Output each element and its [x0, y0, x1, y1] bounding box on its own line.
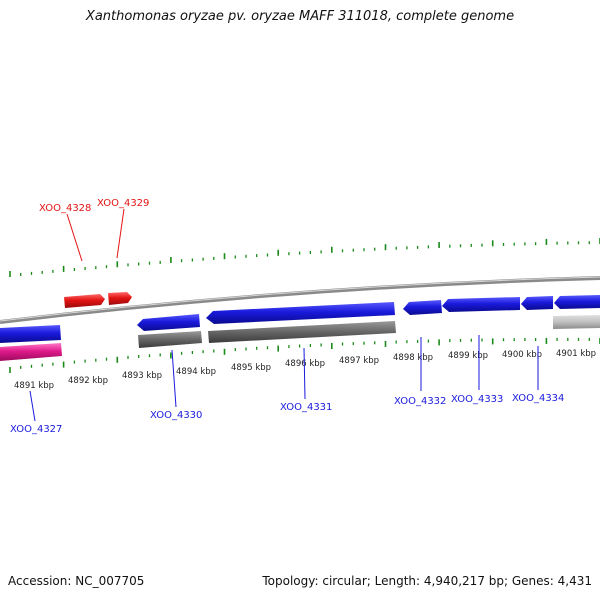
cds-bar-XOO_4330	[138, 331, 202, 348]
gene-XOO_4331[interactable]	[206, 302, 395, 324]
scale-label: 4894 kbp	[176, 367, 216, 377]
scale-label: 4901 kbp	[556, 349, 596, 359]
gene-XOO_4328[interactable]	[64, 294, 105, 308]
gene-XOO_4329[interactable]	[108, 292, 132, 305]
leader-line-XOO_4327	[29, 390, 36, 422]
genome-summary-text: Topology: circular; Length: 4,940,217 bp…	[262, 574, 592, 588]
leader-line-XOO_4331	[303, 347, 306, 400]
pseudo-bar	[553, 315, 600, 329]
cds-bar-XOO_4331	[208, 321, 396, 343]
scale-label: 4893 kbp	[122, 371, 162, 381]
scale-label: 4896 kbp	[285, 359, 325, 369]
reverse-gene-labels: XOO_4327 XOO_4330 XOO_4331 XOO_4332 XOO_…	[10, 335, 564, 435]
scale-label: 4899 kbp	[448, 351, 488, 361]
gene-XOO_4327[interactable]	[0, 325, 61, 343]
scale-label: 4898 kbp	[393, 353, 433, 363]
scale-label: 4900 kbp	[502, 350, 542, 360]
scale-label: 4892 kbp	[68, 376, 108, 386]
gene-label-XOO_4330[interactable]: XOO_4330	[150, 410, 202, 421]
rna-bar	[0, 343, 62, 361]
leader-line-XOO_4329	[116, 208, 125, 259]
genome-backbone	[0, 276, 600, 324]
forward-gene-labels: XOO_4328 XOO_4329	[39, 198, 149, 262]
forward-scale-ticks	[9, 238, 600, 277]
accession-text: Accession: NC_007705	[8, 574, 145, 588]
map-title: Xanthomonas oryzae pv. oryzae MAFF 31101…	[85, 9, 515, 24]
gene-label-XOO_4327[interactable]: XOO_4327	[10, 424, 62, 435]
gene-XOO_4332[interactable]	[403, 300, 442, 315]
scale-label: 4891 kbp	[14, 381, 54, 391]
gene-label-XOO_4332[interactable]: XOO_4332	[394, 396, 446, 407]
gene-XOO_4334[interactable]	[521, 296, 553, 310]
gene-label-XOO_4334[interactable]: XOO_4334	[512, 393, 564, 404]
leader-line-XOO_4330	[171, 349, 177, 408]
gene-XOO_4333[interactable]	[442, 297, 520, 312]
genome-backbone-highlight	[0, 276, 600, 322]
scale-labels: 4891 kbp 4892 kbp 4893 kbp 4894 kbp 4895…	[14, 349, 596, 391]
scale-label: 4895 kbp	[231, 363, 271, 373]
gene-XOO_4330[interactable]	[137, 314, 200, 331]
reverse-scale-ticks	[9, 337, 600, 373]
gene-XOO_4335-partial[interactable]	[554, 295, 600, 309]
gene-label-XOO_4333[interactable]: XOO_4333	[451, 394, 503, 405]
gene-label-XOO_4328[interactable]: XOO_4328	[39, 203, 91, 214]
leader-line-XOO_4328	[66, 213, 83, 262]
scale-label: 4897 kbp	[339, 356, 379, 366]
gene-label-XOO_4331[interactable]: XOO_4331	[280, 402, 332, 413]
gene-label-XOO_4329[interactable]: XOO_4329	[97, 198, 149, 209]
